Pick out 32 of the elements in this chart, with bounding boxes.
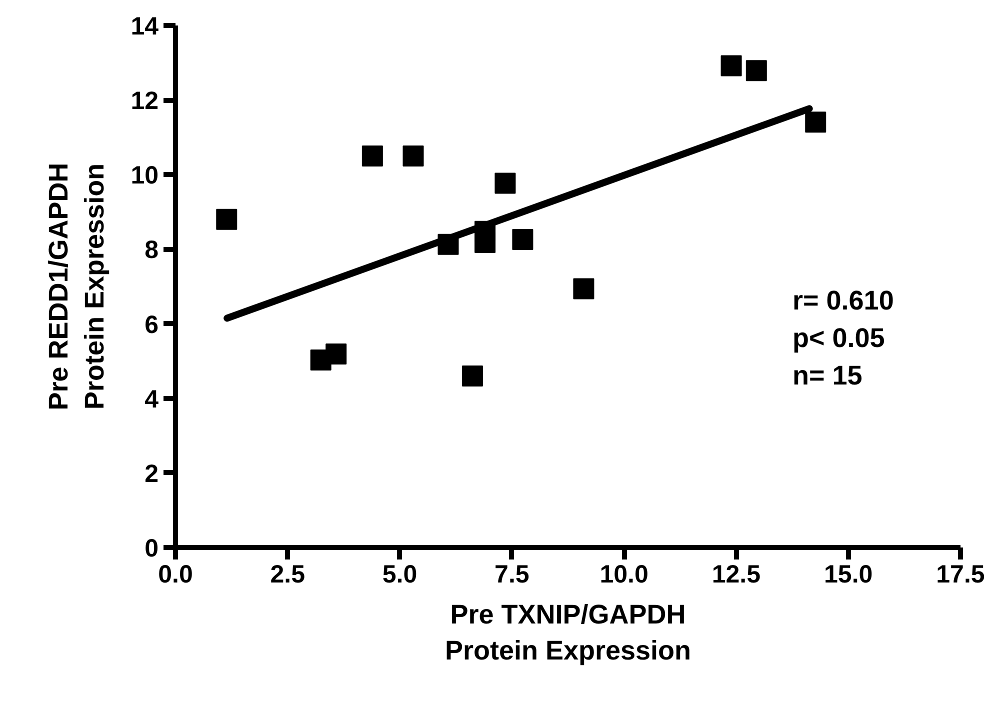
point [474, 232, 496, 254]
y-axis-title: Pre REDD1/GAPDH Protein Expression [44, 162, 110, 410]
y-tick-label: 8 [144, 236, 159, 264]
point [362, 146, 383, 166]
x-tick-label: 15.0 [824, 560, 873, 588]
point [573, 278, 594, 300]
point [746, 60, 767, 82]
y-tick-label: 12 [130, 87, 159, 116]
x-tick-label: 0.0 [158, 560, 193, 588]
y-tick-label: 4 [144, 385, 159, 414]
annotation: r= 0.610 p< 0.05 n= 15 [792, 286, 894, 390]
y-tick-label: 10 [130, 162, 159, 190]
y-tick-label: 14 [130, 12, 159, 40]
y-tick-label: 0 [144, 534, 158, 562]
point [494, 172, 516, 194]
point [438, 234, 459, 255]
point [462, 365, 483, 386]
x-tick-label: 17.5 [936, 560, 985, 588]
point [216, 208, 238, 230]
x-tick-label: 5.0 [382, 560, 418, 588]
y-tick-label: 6 [144, 310, 158, 339]
point [720, 55, 742, 76]
point [402, 146, 424, 166]
x-tick-label: 12.5 [712, 560, 761, 588]
point [512, 229, 534, 250]
point [805, 112, 826, 133]
x-axis-title: Pre TXNIP/GAPDH Protein Expression [444, 600, 692, 666]
x-tick-label: 2.5 [270, 560, 306, 588]
point [326, 343, 347, 364]
y-tick-label: 2 [144, 460, 158, 488]
x-tick-label: 10.0 [600, 560, 648, 588]
x-tick-label: 7.5 [494, 560, 530, 588]
